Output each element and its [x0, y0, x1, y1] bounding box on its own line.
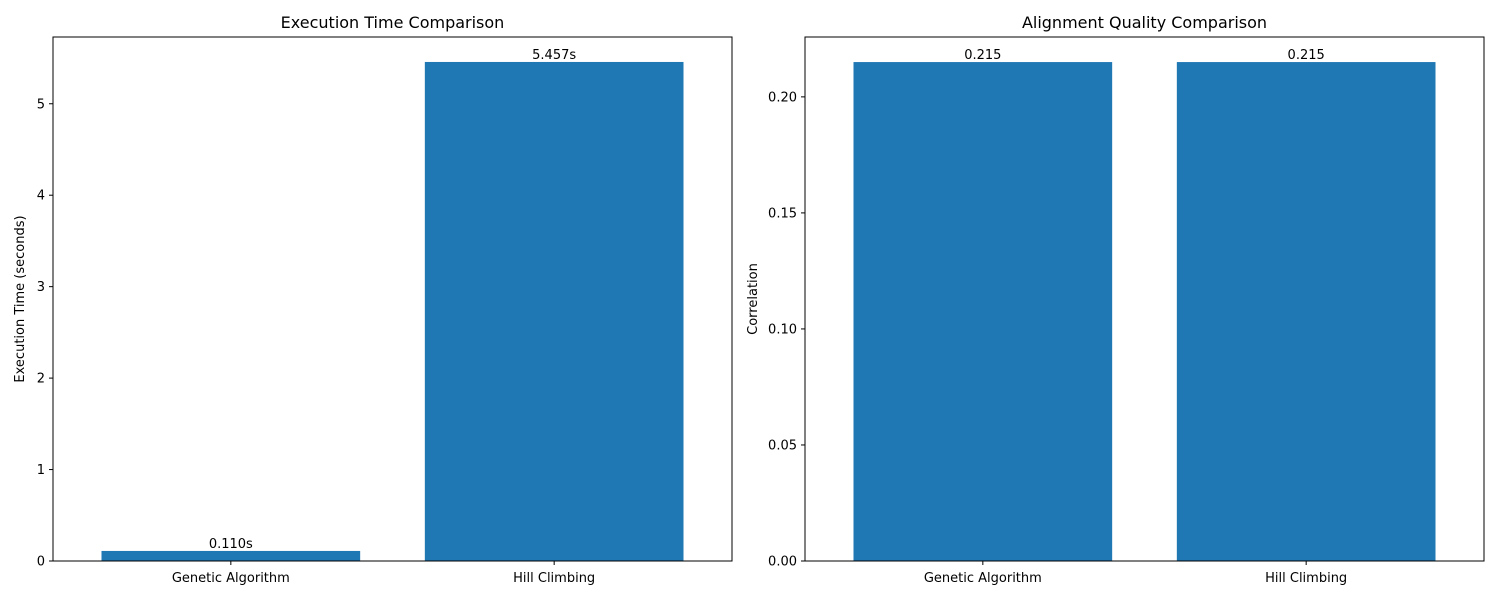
exec-time-y-tick-label-4: 3 — [37, 280, 45, 295]
alignment-quality-chart: Alignment Quality Comparison 0.215 Genetic… — [746, 13, 1485, 586]
alignment-bar-1 — [853, 62, 1113, 561]
alignment-data-label-2: 0.215 — [1288, 48, 1325, 63]
alignment-plot-frame — [804, 36, 1485, 562]
alignment-y-tick-label-1: 0.00 — [768, 555, 797, 570]
exec-time-plot-frame — [52, 36, 733, 562]
alignment-x-tick-label-1: Genetic Algorithm — [924, 571, 1042, 586]
alignment-chart-title: Alignment Quality Comparison — [1022, 13, 1267, 32]
alignment-data-label-1: 0.215 — [964, 48, 1001, 63]
alignment-y-tick-label-2: 0.05 — [768, 438, 797, 453]
exec-time-y-axis-label: Execution Time (seconds) — [13, 215, 28, 382]
exec-time-bar-1 — [101, 550, 361, 561]
exec-time-x-tick-label-2: Hill Climbing — [513, 571, 595, 586]
alignment-bar-2 — [1176, 62, 1436, 561]
alignment-y-tick-label-4: 0.15 — [768, 206, 797, 221]
alignment-y-tick-label-5: 0.20 — [768, 90, 797, 105]
execution-time-chart: Execution Time Comparison 0.110s Genetic A… — [13, 13, 733, 586]
exec-time-y-tick-label-6: 5 — [37, 97, 45, 112]
exec-time-data-label-2: 5.457s — [532, 48, 576, 63]
exec-time-data-label-1: 0.110s — [209, 537, 253, 552]
alignment-y-tick-label-3: 0.10 — [768, 322, 797, 337]
exec-time-y-tick-label-2: 1 — [37, 463, 45, 478]
exec-time-y-tick-label-5: 4 — [37, 189, 45, 204]
exec-time-y-tick-label-1: 0 — [37, 555, 45, 570]
alignment-x-tick-label-2: Hill Climbing — [1265, 571, 1347, 586]
exec-time-chart-title: Execution Time Comparison — [281, 13, 505, 32]
alignment-y-axis-label: Correlation — [746, 263, 761, 335]
exec-time-y-tick-label-3: 2 — [37, 372, 45, 387]
exec-time-x-tick-label-1: Genetic Algorithm — [172, 571, 290, 586]
exec-time-bar-2 — [424, 61, 684, 561]
